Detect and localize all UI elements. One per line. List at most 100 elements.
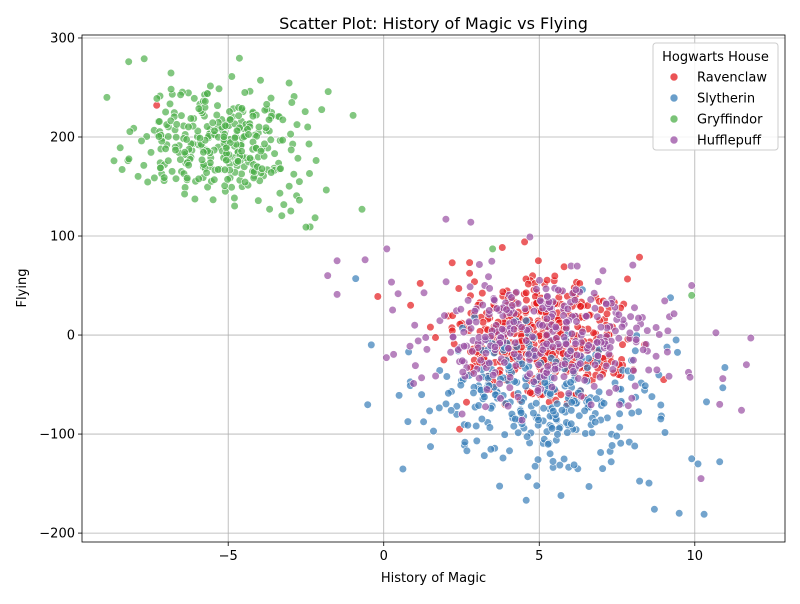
data-point xyxy=(225,107,234,116)
data-point xyxy=(495,482,504,491)
data-point xyxy=(267,168,276,177)
data-point xyxy=(482,385,492,394)
legend-box xyxy=(652,42,779,151)
data-point xyxy=(221,121,230,130)
data-point xyxy=(627,394,636,403)
data-point xyxy=(567,398,576,407)
data-point xyxy=(171,174,181,183)
data-point xyxy=(213,101,222,110)
data-point xyxy=(522,336,531,345)
data-point xyxy=(150,173,159,182)
data-point xyxy=(641,381,650,390)
data-point xyxy=(194,104,203,113)
data-point xyxy=(301,223,311,232)
data-point xyxy=(635,477,644,486)
data-point xyxy=(485,358,494,368)
data-point xyxy=(485,306,494,315)
data-point xyxy=(389,350,398,359)
data-point xyxy=(534,415,543,425)
data-point xyxy=(629,356,638,365)
data-point xyxy=(454,284,463,293)
data-point xyxy=(317,105,326,114)
y-tick-label: 0 xyxy=(67,329,75,344)
data-point xyxy=(184,122,193,131)
data-point xyxy=(542,330,551,340)
data-point xyxy=(382,244,391,253)
data-point xyxy=(278,115,287,124)
data-point xyxy=(511,414,520,424)
data-point xyxy=(543,362,552,371)
data-point xyxy=(718,383,727,392)
data-point xyxy=(154,132,163,141)
data-point xyxy=(456,305,465,314)
data-point xyxy=(538,345,547,354)
data-point xyxy=(419,417,428,426)
data-point xyxy=(262,100,271,109)
data-point xyxy=(410,321,419,330)
legend: Hogwarts House Ravenclaw Slytherin Gryffin… xyxy=(652,42,779,151)
data-point xyxy=(511,338,520,347)
data-point xyxy=(137,136,146,145)
data-point xyxy=(611,384,620,393)
data-point xyxy=(644,479,654,488)
data-point xyxy=(563,304,572,314)
data-point xyxy=(632,335,641,344)
data-point xyxy=(524,279,533,289)
data-point xyxy=(570,296,580,305)
data-point xyxy=(625,328,635,338)
data-point xyxy=(554,286,563,295)
data-point xyxy=(715,457,724,466)
data-point xyxy=(742,360,751,369)
data-point xyxy=(651,323,661,332)
data-point xyxy=(517,416,527,425)
data-point xyxy=(521,288,531,298)
data-point xyxy=(351,274,360,283)
data-point xyxy=(631,346,640,355)
data-point xyxy=(629,366,638,375)
data-point xyxy=(541,284,551,293)
data-point xyxy=(466,282,475,291)
data-point xyxy=(167,85,176,94)
data-point xyxy=(590,289,599,298)
data-point xyxy=(504,344,513,353)
data-point xyxy=(509,325,519,334)
data-point xyxy=(504,402,513,411)
data-point xyxy=(628,261,637,270)
x-tick-label: 10 xyxy=(687,549,704,564)
data-point xyxy=(577,392,586,401)
data-point xyxy=(312,156,321,165)
data-point xyxy=(197,155,207,164)
data-point xyxy=(441,399,451,409)
data-point xyxy=(496,394,505,403)
data-point xyxy=(219,132,228,141)
data-point xyxy=(463,421,472,430)
data-point xyxy=(406,301,415,310)
data-point xyxy=(582,312,591,321)
data-point xyxy=(305,169,314,178)
data-point xyxy=(481,333,490,342)
data-point xyxy=(277,211,286,220)
data-point xyxy=(140,54,149,63)
data-point xyxy=(256,76,265,85)
data-point xyxy=(161,107,170,117)
data-point xyxy=(254,122,264,132)
data-point xyxy=(584,354,593,363)
data-point xyxy=(206,81,215,91)
data-point xyxy=(256,147,266,156)
data-point xyxy=(462,446,472,455)
data-point xyxy=(465,258,474,267)
data-point xyxy=(593,338,602,347)
data-point xyxy=(547,383,557,392)
data-point xyxy=(651,352,661,361)
data-point xyxy=(687,291,696,300)
data-point xyxy=(664,372,674,381)
data-point xyxy=(429,427,438,436)
data-point xyxy=(590,304,600,313)
data-point xyxy=(511,361,520,370)
data-point xyxy=(673,348,682,357)
data-point xyxy=(161,144,170,153)
data-point xyxy=(435,366,444,375)
data-point xyxy=(373,292,382,301)
data-point xyxy=(647,392,657,401)
data-point xyxy=(435,403,444,413)
